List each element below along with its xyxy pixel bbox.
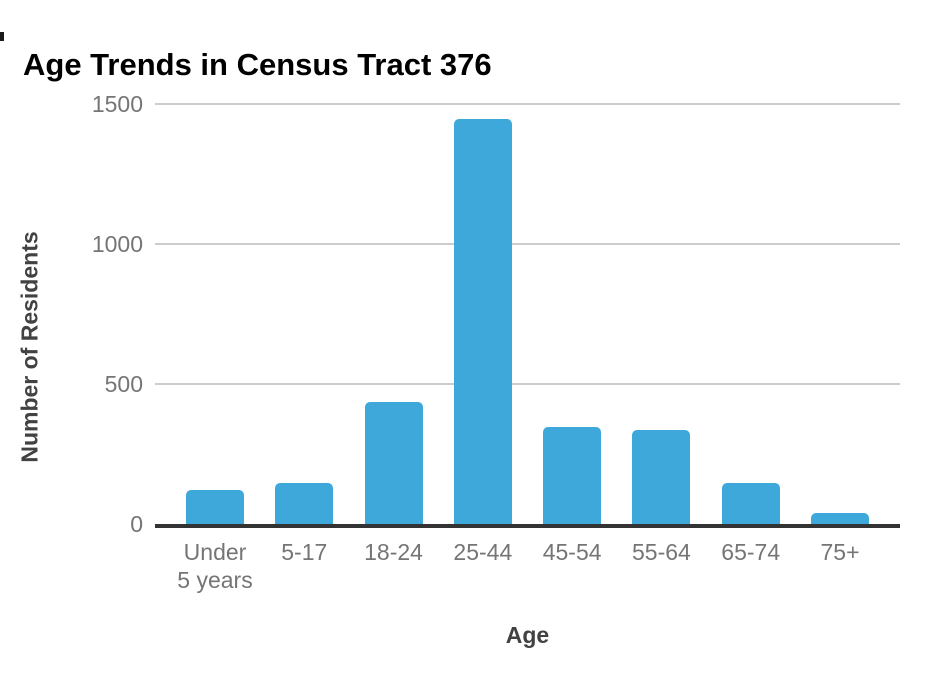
x-axis-label-7: 75+ (820, 539, 860, 565)
cropped-edge-artifact (0, 32, 4, 41)
y-tick-label-500: 500 (104, 371, 143, 397)
x-axis-label-6: 65-74 (721, 539, 781, 565)
x-axis-label-5: 55-64 (632, 539, 691, 565)
bar-0 (186, 490, 244, 524)
bar-2 (364, 402, 423, 524)
chart-title: Age Trends in Census Tract 376 (23, 46, 492, 82)
gridline-1000 (155, 243, 900, 245)
bar-3 (453, 119, 512, 524)
x-axis-label-4: 45-54 (542, 539, 602, 565)
x-axis-title: Age (505, 622, 550, 648)
x-axis-label-1: 5-17 (281, 539, 328, 565)
y-tick-label-1000: 1000 (91, 231, 143, 257)
bar-7 (811, 512, 869, 524)
gridline-500 (155, 383, 900, 385)
bar-5 (632, 430, 691, 524)
plot-area: Under 5 years 5-17 18-24 25-44 45-54 55-64 65-… (155, 103, 900, 593)
bar-1 (275, 483, 334, 524)
bar-6 (721, 483, 780, 524)
x-axis-label-3: 25-44 (453, 539, 513, 565)
y-tick-label-0: 0 (130, 511, 143, 537)
y-tick-label-1500: 1500 (91, 91, 143, 117)
y-axis-title: Number of Residents (16, 231, 43, 463)
x-axis-label-2: 18-24 (364, 539, 423, 565)
x-axis-label-0: Under 5 years (177, 539, 253, 593)
gridline-1500 (155, 103, 900, 105)
bar-4 (543, 427, 602, 524)
